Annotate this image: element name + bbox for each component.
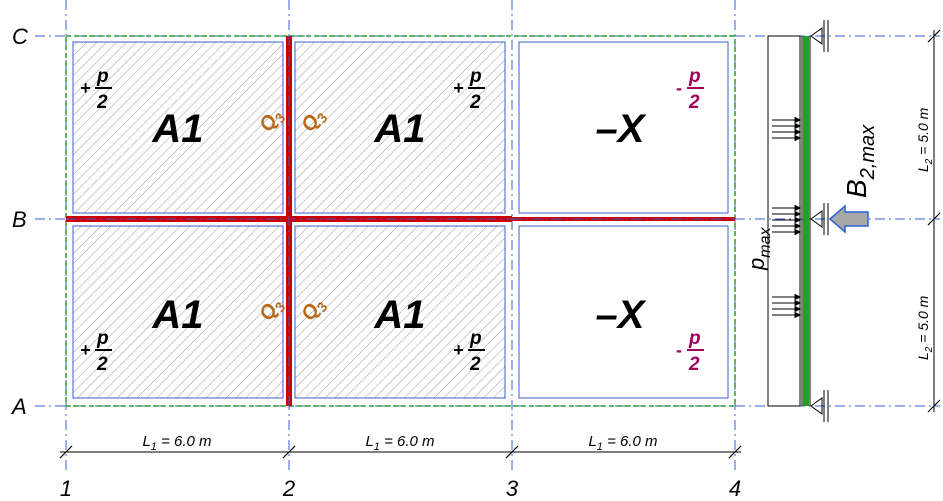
red-beams: [66, 36, 735, 406]
minus-loads: - p 2 - p 2: [676, 66, 704, 375]
col-label-2: 2: [282, 476, 295, 501]
col-label-1: 1: [60, 476, 72, 501]
height-label: L2 = 5.0 m: [915, 107, 935, 172]
col-label-3: 3: [506, 476, 519, 501]
svg-text:2: 2: [688, 92, 700, 113]
row-label-a: A: [10, 394, 27, 419]
svg-text:+: +: [453, 340, 464, 360]
svg-text:2: 2: [469, 92, 481, 113]
loaded-panels: [72, 41, 506, 399]
column-labels: 1 2 3 4: [60, 476, 741, 501]
beam-axis-b-continuation: [512, 217, 735, 221]
panel-x-top: [518, 41, 729, 214]
load-plus-p-half: + p 2: [453, 66, 485, 113]
svg-text:p: p: [469, 328, 482, 349]
panel-a1-bottom-left: [72, 225, 284, 399]
span-dimensions: L1 = 6.0 m L1 = 6.0 m L1 = 6.0 m: [59, 433, 742, 459]
span-label: L1 = 6.0 m: [588, 433, 657, 453]
load-minus-p-half: - p 2: [676, 328, 704, 375]
svg-text:L2 = 5.0 m: L2 = 5.0 m: [915, 107, 935, 172]
load-plus-p-half: + p 2: [453, 328, 485, 375]
row-labels: C B A: [10, 24, 28, 419]
panel-label-a1: A1: [151, 107, 203, 151]
svg-text:p: p: [688, 66, 701, 87]
plus-loads: + p 2 + p 2 + p 2 + p 2: [80, 66, 485, 375]
svg-text:+: +: [80, 78, 91, 98]
beam-elevation: pmax B2,max: [744, 20, 879, 422]
height-label: L2 = 5.0 m: [915, 295, 935, 360]
panel-label-a1: A1: [151, 293, 203, 337]
span-label: L1 = 6.0 m: [142, 433, 211, 453]
panel-label-x: –X: [596, 293, 647, 337]
panel-labels: A1 A1 A1 A1 –X –X: [151, 107, 646, 337]
svg-text:B2,max: B2,max: [841, 124, 879, 198]
svg-text:p: p: [688, 328, 701, 349]
unloaded-panels: [518, 41, 729, 399]
reaction-label: B2,max: [841, 124, 879, 198]
pmax-label: pmax: [744, 227, 774, 271]
panel-label-a1: A1: [373, 107, 425, 151]
panel-a1-bottom-right: [294, 225, 506, 399]
svg-text:L2 = 5.0 m: L2 = 5.0 m: [915, 295, 935, 360]
panel-a1-top-right: [294, 41, 506, 214]
load-minus-p-half: - p 2: [676, 66, 704, 113]
svg-text:2: 2: [96, 92, 108, 113]
svg-text:+: +: [453, 78, 464, 98]
col-label-4: 4: [729, 476, 741, 501]
svg-text:p: p: [96, 66, 109, 87]
svg-text:2: 2: [688, 354, 700, 375]
svg-text:p: p: [469, 66, 482, 87]
span-label: L1 = 6.0 m: [365, 433, 434, 453]
svg-text:pmax: pmax: [744, 227, 774, 271]
svg-text:-: -: [676, 78, 682, 98]
svg-text:+: +: [80, 340, 91, 360]
svg-text:p: p: [96, 328, 109, 349]
panel-a1-top-left: [72, 41, 284, 214]
q3-labels: Q 3 Q 3 Q 3 Q 3: [255, 110, 331, 324]
panel-label-x: –X: [596, 107, 647, 151]
beam-supports: [810, 20, 829, 422]
reaction-arrow: [828, 204, 869, 234]
row-label-c: C: [12, 24, 28, 49]
height-dimensions: L2 = 5.0 m L2 = 5.0 m: [915, 29, 941, 413]
load-block-outline: [767, 35, 801, 407]
panel-label-a1: A1: [373, 293, 425, 337]
row-label-b: B: [12, 207, 27, 232]
load-plus-p-half: + p 2: [80, 328, 112, 375]
green-beam: [803, 36, 809, 406]
svg-text:2: 2: [469, 354, 481, 375]
svg-text:2: 2: [96, 354, 108, 375]
load-plus-p-half: + p 2: [80, 66, 112, 113]
svg-text:-: -: [676, 340, 682, 360]
panel-x-bottom: [518, 225, 729, 399]
load-arrows: [772, 116, 802, 319]
